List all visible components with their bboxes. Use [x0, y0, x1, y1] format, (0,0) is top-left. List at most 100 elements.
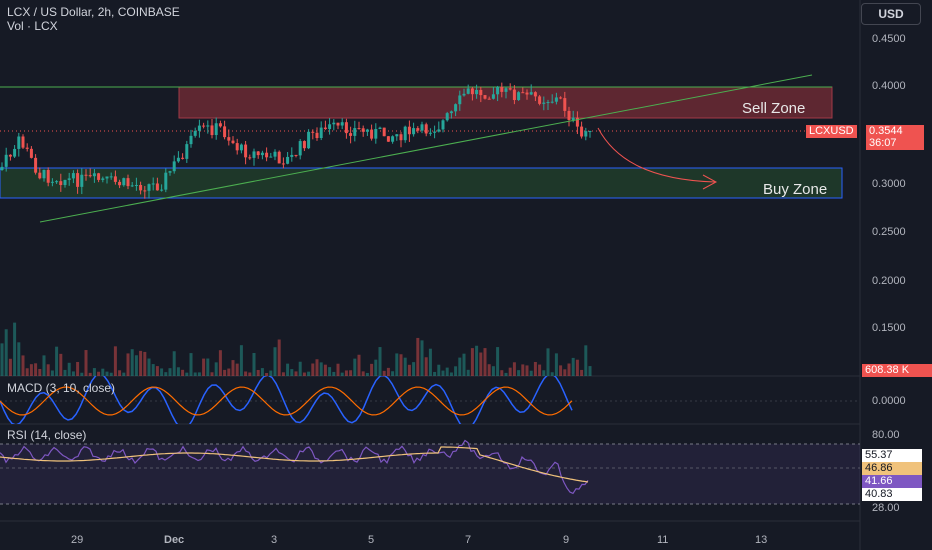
candle-body: [454, 104, 458, 112]
volume-bar: [277, 339, 281, 376]
volume-bar: [580, 369, 584, 376]
volume-bar: [550, 372, 554, 376]
candle-body: [239, 144, 243, 151]
candle-body: [265, 152, 269, 158]
candle-body: [97, 173, 101, 180]
candle-body: [130, 185, 134, 187]
candle-body: [374, 128, 378, 139]
volume-bar: [546, 348, 550, 376]
candle-body: [151, 183, 155, 185]
rsi-ma-line: [0, 446, 589, 483]
candle-body: [50, 181, 54, 183]
candle-body: [181, 157, 185, 159]
volume-bar: [504, 372, 508, 376]
candle-body: [218, 123, 222, 127]
candle-body: [517, 92, 521, 101]
volume-bar: [214, 362, 218, 376]
volume-bar: [454, 366, 458, 376]
volume-bar: [475, 345, 479, 376]
buy-zone-rect[interactable]: [0, 167, 843, 199]
candle-body: [134, 184, 138, 186]
volume-bar: [462, 353, 466, 376]
candle-body: [302, 141, 306, 149]
sell-zone-label[interactable]: Sell Zone: [742, 100, 806, 117]
ascending-trendline[interactable]: [39, 74, 813, 223]
volume-bar: [34, 363, 38, 376]
volume-bar: [424, 357, 428, 376]
rsi-band: [0, 444, 860, 504]
volume-bar: [8, 358, 12, 376]
candle-body: [21, 136, 25, 148]
candle-body: [399, 134, 403, 141]
candle-body: [567, 110, 571, 120]
candle-body: [269, 156, 273, 158]
volume-bar: [67, 362, 71, 376]
last-price-tag: 0.3544: [866, 125, 924, 138]
candle-body: [273, 151, 277, 157]
candle-body: [63, 179, 67, 186]
candle-body: [256, 151, 260, 156]
volume-bar: [29, 364, 33, 376]
candle-body: [260, 152, 264, 156]
volume-bar: [332, 371, 336, 376]
volume-bar: [197, 372, 201, 376]
candle-body: [554, 97, 558, 102]
volume-bar: [286, 363, 290, 376]
candle-body: [424, 124, 428, 134]
macd-label[interactable]: MACD (3, 10, close): [7, 381, 116, 395]
volume-bar: [155, 366, 159, 376]
candle-body: [588, 131, 592, 133]
candle-body: [155, 183, 159, 191]
candle-body: [412, 128, 416, 135]
rsi-label[interactable]: RSI (14, close): [7, 428, 87, 442]
candle-body: [403, 126, 407, 141]
volume-bar: [294, 371, 298, 376]
candle-body: [126, 178, 130, 187]
volume-bar: [416, 337, 420, 376]
volume-bar: [189, 353, 193, 376]
volume-bar: [512, 362, 516, 376]
price-tick: 0.1500: [872, 322, 906, 334]
volume-bar: [248, 372, 252, 376]
buy-zone-label[interactable]: Buy Zone: [763, 181, 828, 198]
candle-body: [25, 147, 29, 149]
candle-body: [0, 166, 4, 170]
projection-arrow[interactable]: [597, 127, 716, 183]
candle-body: [391, 136, 395, 142]
volume-bar: [445, 367, 449, 376]
volume-bar: [487, 364, 491, 376]
volume-bar: [365, 372, 369, 376]
volume-bar: [374, 359, 378, 376]
volume-bar: [483, 348, 487, 376]
volume-bar: [533, 361, 537, 376]
volume-bar: [378, 347, 382, 376]
candle-body: [101, 178, 105, 180]
rsi-line: [0, 439, 589, 495]
volume-bar: [122, 372, 126, 376]
candle-body: [139, 184, 143, 191]
macd-line: [0, 376, 573, 424]
candle-body: [449, 111, 453, 114]
candle-body: [386, 136, 390, 142]
candle-body: [42, 169, 46, 179]
volume-bar: [361, 371, 365, 376]
volume-bar: [281, 372, 285, 376]
volume-bar: [496, 347, 500, 376]
volume-bar: [105, 371, 109, 376]
candle-body: [235, 143, 239, 151]
currency-button[interactable]: USD: [861, 3, 921, 25]
candle-body: [546, 102, 550, 104]
candle-body: [164, 172, 168, 190]
candle-body: [491, 94, 495, 99]
candle-body: [71, 173, 75, 179]
volume-bar: [428, 348, 432, 376]
volume-bar: [328, 367, 332, 376]
volume-bar: [584, 345, 588, 376]
volume-bar: [269, 370, 273, 376]
volume-bar: [223, 369, 227, 376]
volume-bar: [479, 352, 483, 376]
candle-body: [147, 184, 151, 191]
candle-body: [470, 88, 474, 95]
volume-bar: [50, 370, 54, 376]
